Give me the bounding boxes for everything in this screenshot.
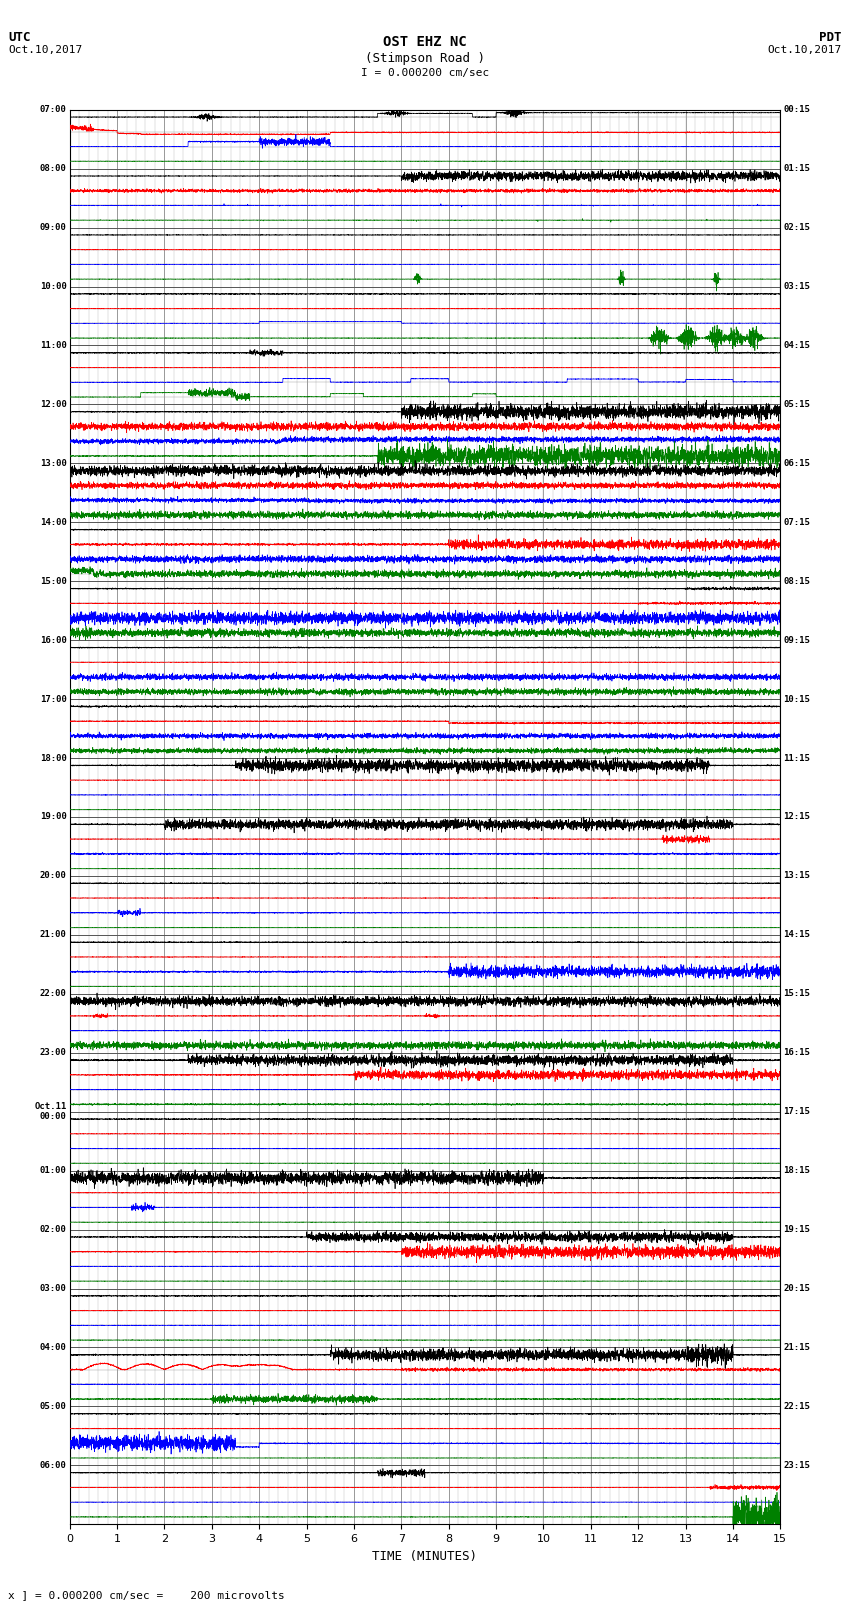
Text: 23:15: 23:15 [783, 1461, 810, 1469]
Text: 01:15: 01:15 [783, 165, 810, 173]
Text: 10:15: 10:15 [783, 695, 810, 703]
Text: 19:00: 19:00 [40, 813, 67, 821]
Text: 07:00: 07:00 [40, 105, 67, 115]
Text: 23:00: 23:00 [40, 1048, 67, 1057]
Text: 20:15: 20:15 [783, 1284, 810, 1294]
Text: 15:15: 15:15 [783, 989, 810, 998]
Text: 22:00: 22:00 [40, 989, 67, 998]
Text: (Stimpson Road ): (Stimpson Road ) [365, 52, 485, 65]
Text: 14:15: 14:15 [783, 931, 810, 939]
Text: 00:15: 00:15 [783, 105, 810, 115]
Text: 08:00: 08:00 [40, 165, 67, 173]
Text: 22:15: 22:15 [783, 1402, 810, 1411]
Text: 21:15: 21:15 [783, 1344, 810, 1352]
Text: 02:00: 02:00 [40, 1226, 67, 1234]
Text: 05:15: 05:15 [783, 400, 810, 408]
Text: 18:00: 18:00 [40, 753, 67, 763]
Text: I = 0.000200 cm/sec: I = 0.000200 cm/sec [361, 68, 489, 77]
Text: 15:00: 15:00 [40, 577, 67, 586]
Text: PDT: PDT [819, 31, 842, 44]
Text: 21:00: 21:00 [40, 931, 67, 939]
Text: Oct.11
00:00: Oct.11 00:00 [35, 1102, 67, 1121]
Text: 11:15: 11:15 [783, 753, 810, 763]
Text: 19:15: 19:15 [783, 1226, 810, 1234]
Text: 17:00: 17:00 [40, 695, 67, 703]
Text: Oct.10,2017: Oct.10,2017 [768, 45, 842, 55]
Text: 20:00: 20:00 [40, 871, 67, 881]
Text: 06:00: 06:00 [40, 1461, 67, 1469]
Text: 09:15: 09:15 [783, 636, 810, 645]
Text: 03:15: 03:15 [783, 282, 810, 290]
Text: 12:15: 12:15 [783, 813, 810, 821]
Text: 01:00: 01:00 [40, 1166, 67, 1176]
Text: 06:15: 06:15 [783, 458, 810, 468]
Text: 17:15: 17:15 [783, 1107, 810, 1116]
Text: 13:00: 13:00 [40, 458, 67, 468]
Text: 13:15: 13:15 [783, 871, 810, 881]
Text: 11:00: 11:00 [40, 340, 67, 350]
Text: 18:15: 18:15 [783, 1166, 810, 1176]
Text: Oct.10,2017: Oct.10,2017 [8, 45, 82, 55]
Text: 03:00: 03:00 [40, 1284, 67, 1294]
Text: OST EHZ NC: OST EHZ NC [383, 35, 467, 50]
Text: 02:15: 02:15 [783, 223, 810, 232]
Text: x ] = 0.000200 cm/sec =    200 microvolts: x ] = 0.000200 cm/sec = 200 microvolts [8, 1590, 286, 1600]
Text: 16:00: 16:00 [40, 636, 67, 645]
Text: 10:00: 10:00 [40, 282, 67, 290]
Text: 14:00: 14:00 [40, 518, 67, 527]
Text: 04:15: 04:15 [783, 340, 810, 350]
X-axis label: TIME (MINUTES): TIME (MINUTES) [372, 1550, 478, 1563]
Text: 05:00: 05:00 [40, 1402, 67, 1411]
Text: 07:15: 07:15 [783, 518, 810, 527]
Text: 12:00: 12:00 [40, 400, 67, 408]
Text: 09:00: 09:00 [40, 223, 67, 232]
Text: 08:15: 08:15 [783, 577, 810, 586]
Text: UTC: UTC [8, 31, 31, 44]
Text: 04:00: 04:00 [40, 1344, 67, 1352]
Text: 16:15: 16:15 [783, 1048, 810, 1057]
